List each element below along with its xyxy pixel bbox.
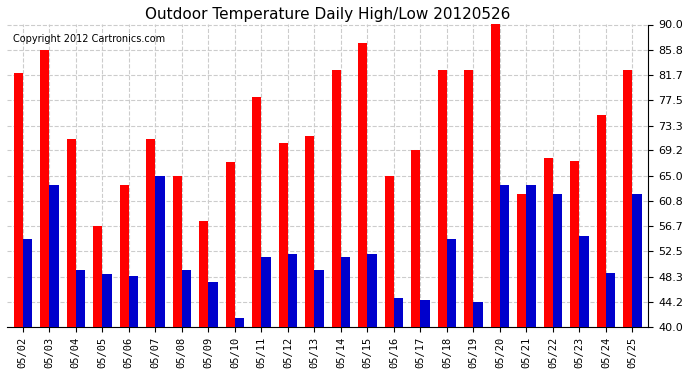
Bar: [367, 255, 377, 327]
Bar: [14, 73, 23, 327]
Bar: [155, 176, 165, 327]
Bar: [129, 276, 138, 327]
Bar: [464, 70, 473, 327]
Bar: [606, 273, 615, 327]
Bar: [182, 270, 191, 327]
Bar: [437, 70, 447, 327]
Bar: [50, 185, 59, 327]
Bar: [23, 239, 32, 327]
Bar: [226, 162, 235, 327]
Text: Copyright 2012 Cartronics.com: Copyright 2012 Cartronics.com: [13, 34, 166, 44]
Bar: [526, 185, 535, 327]
Bar: [358, 43, 367, 327]
Bar: [517, 194, 526, 327]
Bar: [633, 194, 642, 327]
Bar: [580, 236, 589, 327]
Bar: [315, 270, 324, 327]
Bar: [500, 185, 509, 327]
Bar: [93, 226, 102, 327]
Bar: [76, 270, 85, 327]
Bar: [544, 158, 553, 327]
Bar: [279, 142, 288, 327]
Bar: [66, 140, 76, 327]
Bar: [420, 300, 430, 327]
Bar: [570, 160, 580, 327]
Bar: [199, 221, 208, 327]
Bar: [473, 302, 483, 327]
Bar: [208, 282, 217, 327]
Bar: [252, 97, 262, 327]
Bar: [341, 258, 350, 327]
Bar: [288, 255, 297, 327]
Bar: [172, 176, 182, 327]
Bar: [447, 239, 456, 327]
Bar: [623, 70, 633, 327]
Bar: [411, 150, 420, 327]
Title: Outdoor Temperature Daily High/Low 20120526: Outdoor Temperature Daily High/Low 20120…: [145, 7, 511, 22]
Bar: [491, 18, 500, 327]
Bar: [384, 176, 394, 327]
Bar: [146, 140, 155, 327]
Bar: [597, 115, 606, 327]
Bar: [394, 298, 403, 327]
Bar: [332, 70, 341, 327]
Bar: [553, 194, 562, 327]
Bar: [305, 136, 315, 327]
Bar: [102, 274, 112, 327]
Bar: [119, 185, 129, 327]
Bar: [262, 258, 270, 327]
Bar: [235, 318, 244, 327]
Bar: [40, 50, 50, 327]
